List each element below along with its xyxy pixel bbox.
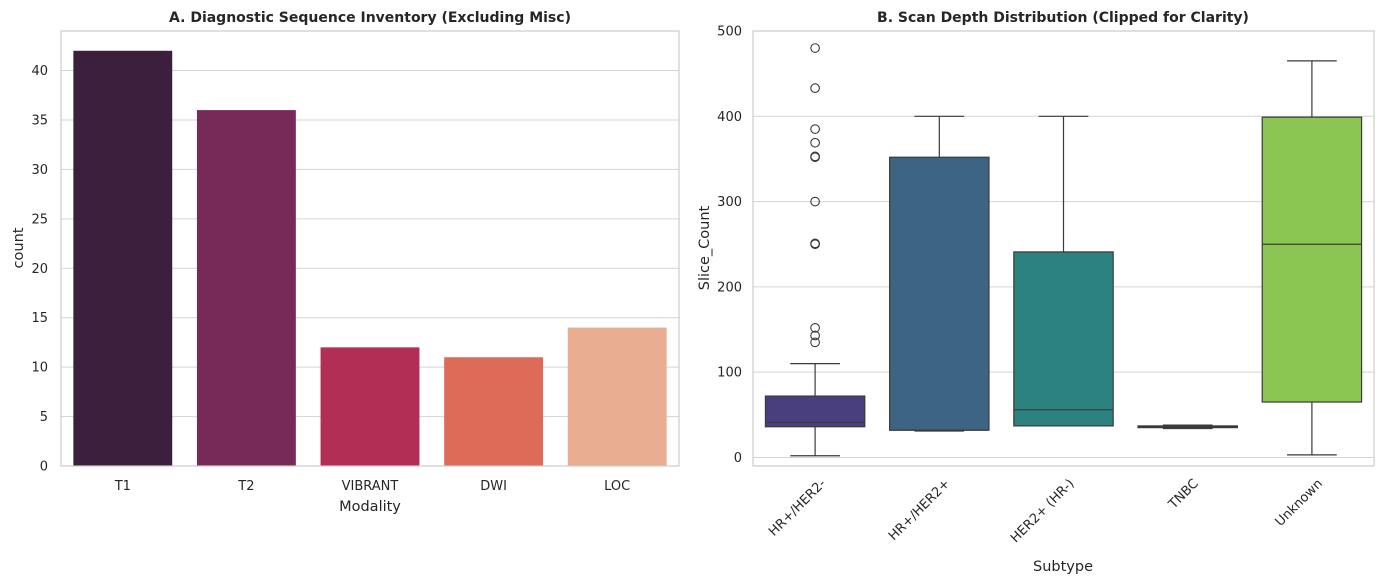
outlier-point — [810, 124, 820, 134]
bar-loc — [567, 327, 667, 466]
y-tick-label: 35 — [31, 113, 48, 128]
panel-a-y-label: count — [11, 227, 27, 268]
x-tick-label: Unknown — [1273, 476, 1326, 529]
outlier-point — [810, 43, 820, 53]
panel-a-x-ticks: T1 T2 VIBRANT DWI LOC — [114, 479, 631, 494]
x-tick-label: T1 — [114, 479, 131, 494]
panel-b-boxes — [764, 43, 1363, 457]
iqr-box — [1013, 251, 1114, 427]
outlier-point — [810, 196, 820, 207]
y-tick-label: 40 — [31, 64, 48, 79]
x-tick-label: HER2+ (HR-) — [1008, 476, 1078, 546]
x-tick-label: T2 — [237, 479, 254, 494]
outlier-point — [810, 330, 820, 341]
x-tick-label: TNBC — [1165, 476, 1201, 512]
y-tick-label: 400 — [717, 110, 742, 125]
y-tick-label: 15 — [31, 311, 48, 326]
x-tick-label: VIBRANT — [342, 479, 399, 494]
y-tick-label: 30 — [31, 163, 48, 178]
panel-b-title: B. Scan Depth Distribution (Clipped for … — [877, 10, 1249, 26]
bar-t1 — [73, 50, 173, 466]
x-tick-label: HR+/HER2- — [766, 476, 829, 539]
box-0 — [764, 43, 866, 457]
panel-a-x-label: Modality — [339, 499, 401, 515]
y-tick-label: 10 — [31, 361, 48, 376]
panel-a-bars — [73, 50, 667, 466]
box-4 — [1261, 60, 1363, 456]
iqr-box — [1261, 116, 1363, 403]
panel-b-frame — [752, 30, 1375, 467]
bar-t2 — [196, 110, 296, 466]
box-2 — [1013, 115, 1114, 427]
y-tick-label: 300 — [717, 195, 742, 210]
outlier-point — [810, 238, 820, 249]
panel-b-x-label: Subtype — [1033, 559, 1093, 575]
panel-a-y-ticks: 0 5 10 15 20 25 30 35 40 — [31, 64, 48, 474]
y-tick-label: 0 — [40, 460, 48, 475]
bar-dwi — [444, 357, 544, 466]
box-3 — [1137, 424, 1238, 430]
panel-a-title: A. Diagnostic Sequence Inventory (Exclud… — [169, 10, 571, 26]
y-tick-label: 200 — [717, 280, 742, 295]
x-tick-label: LOC — [604, 479, 630, 494]
x-tick-label: HR+/HER2+ — [886, 476, 953, 543]
bar-vibrant — [320, 347, 420, 466]
y-tick-label: 25 — [31, 212, 48, 227]
iqr-box — [889, 156, 990, 431]
y-tick-label: 0 — [734, 451, 742, 466]
y-tick-label: 100 — [717, 366, 742, 381]
box-1 — [889, 115, 990, 432]
outlier-point — [810, 83, 820, 93]
outlier-point — [810, 137, 820, 148]
y-tick-label: 500 — [717, 25, 742, 40]
y-tick-label: 20 — [31, 262, 48, 277]
panel-b-y-ticks: 0 100 200 300 400 500 — [717, 25, 742, 466]
panel-a: 0 5 10 15 20 25 30 35 40 T1 T2 VIBRANT DWI LOC A. Di… — [11, 10, 680, 515]
x-tick-label: DWI — [480, 479, 507, 494]
outlier-point — [810, 322, 820, 333]
panel-b-x-ticks: HR+/HER2- HR+/HER2+ HER2+ (HR-) TNBC Unknown — [766, 476, 1326, 546]
y-tick-label: 5 — [40, 410, 48, 425]
panel-b: 0 100 200 300 400 500 HR+/HER2- HR+/HER2+ HER2+… — [697, 10, 1375, 575]
outlier-point — [810, 151, 820, 162]
panel-b-y-label: Slice_Count — [697, 205, 713, 290]
panel-a-frame — [60, 30, 680, 467]
iqr-box — [764, 395, 866, 428]
outlier-point — [810, 337, 820, 348]
